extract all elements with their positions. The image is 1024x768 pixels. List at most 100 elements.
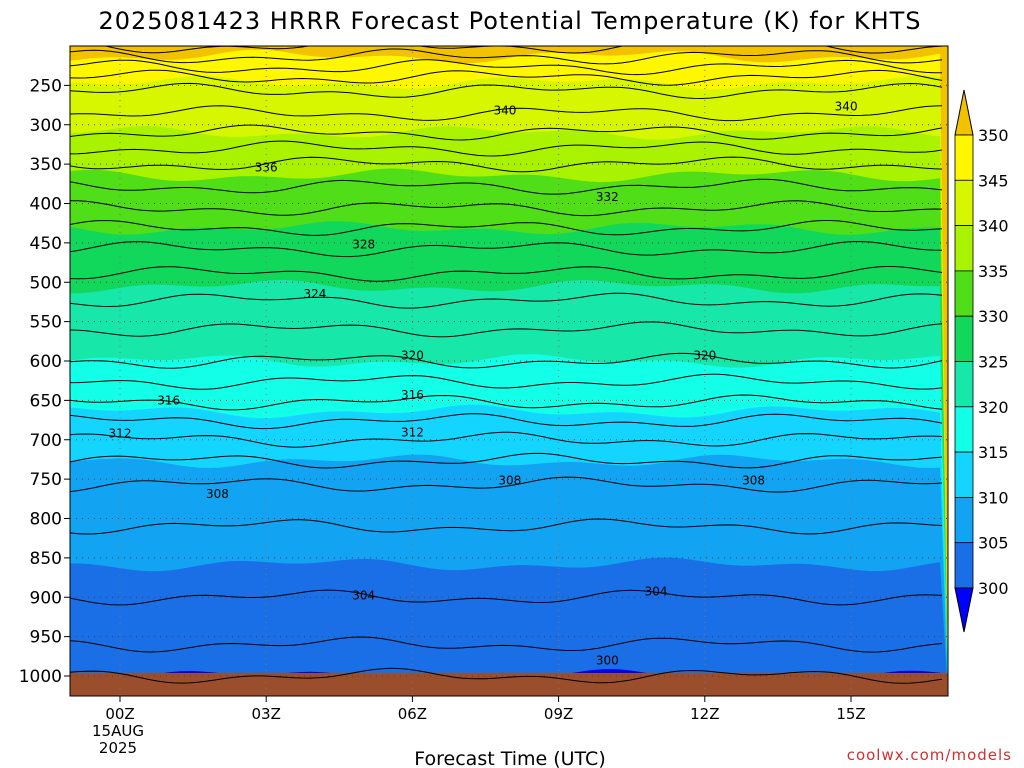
colorbar-swatch bbox=[954, 451, 974, 498]
y-tick-label: 300 bbox=[30, 116, 62, 136]
contour-line bbox=[70, 292, 943, 309]
colorbar-tick-label: 300 bbox=[978, 579, 1009, 598]
colorbar-swatch bbox=[954, 361, 974, 408]
contour-label: 304 bbox=[352, 589, 375, 603]
colorbar-swatch bbox=[954, 179, 974, 227]
contour-label: 320 bbox=[401, 348, 424, 362]
plot-frame bbox=[69, 45, 949, 697]
contour-line bbox=[70, 452, 943, 469]
colorbar-swatch bbox=[954, 406, 974, 453]
contour-line bbox=[70, 518, 943, 535]
y-tick-label: 750 bbox=[30, 470, 62, 490]
y-tick-label: 600 bbox=[30, 352, 62, 372]
colorbar-swatch bbox=[954, 315, 974, 362]
colorbar-tick-label: 315 bbox=[978, 443, 1009, 462]
contour-line bbox=[70, 178, 943, 195]
x-tick-label: 09Z bbox=[544, 705, 573, 723]
contour-line bbox=[70, 636, 943, 653]
colorbar: 350 345 340 335 330 325 320 315 310 305 300 bbox=[954, 89, 1009, 633]
contour-line bbox=[70, 476, 943, 493]
contour-line bbox=[70, 59, 942, 76]
colorbar-tick-label: 330 bbox=[978, 307, 1009, 326]
contour-label: 316 bbox=[401, 388, 424, 402]
contour-labels: 340 340 336 332 328 324 320 320 316 316 312 312 308 3… bbox=[109, 100, 858, 668]
ground-surface bbox=[70, 673, 948, 696]
contour-label: 320 bbox=[693, 348, 716, 362]
contour-line bbox=[70, 394, 943, 411]
colorbar-tick-label: 320 bbox=[978, 398, 1009, 417]
y-tick-label: 250 bbox=[30, 76, 62, 96]
colorbar-tick-label: 310 bbox=[978, 488, 1009, 507]
color-fill-bands bbox=[70, 46, 948, 696]
contour-line bbox=[70, 48, 943, 65]
contour-line bbox=[70, 219, 943, 236]
y-axis-ticks: 250 300 350 400 450 500 550 600 650 700 750 800 850 9… bbox=[19, 76, 70, 687]
colorbar-tick-label: 340 bbox=[978, 217, 1009, 236]
contour-label: 328 bbox=[352, 237, 375, 251]
contour-label: 300 bbox=[596, 653, 619, 667]
contour-line bbox=[70, 156, 943, 173]
contour-line bbox=[70, 352, 943, 369]
colorbar-tick-label: 350 bbox=[978, 126, 1009, 145]
credit-text: coolwx.com/models bbox=[847, 746, 1012, 764]
y-tick-label: 550 bbox=[30, 313, 62, 333]
contour-line bbox=[70, 69, 943, 86]
contour-line bbox=[70, 373, 943, 390]
x-tick-label: 12Z bbox=[690, 705, 719, 723]
colorbar-swatch bbox=[954, 134, 974, 181]
contour-line bbox=[70, 82, 943, 100]
chart-title: 2025081423 HRRR Forecast Potential Tempe… bbox=[98, 7, 921, 35]
contour-label: 312 bbox=[401, 426, 424, 440]
y-tick-label: 950 bbox=[30, 628, 62, 648]
colorbar-tick-label: 325 bbox=[978, 353, 1009, 372]
contour-line bbox=[70, 124, 943, 141]
contour-label: 312 bbox=[109, 426, 132, 440]
contour-line bbox=[70, 266, 943, 282]
colorbar-extend-top bbox=[954, 89, 974, 136]
contour-label: 336 bbox=[255, 160, 278, 174]
contour-label: 332 bbox=[596, 190, 619, 204]
y-tick-label: 400 bbox=[30, 195, 62, 215]
x-tick-sublabel: 15AUG bbox=[92, 722, 144, 740]
x-tick-label: 06Z bbox=[398, 705, 427, 723]
x-axis-label: Forecast Time (UTC) bbox=[414, 748, 605, 768]
x-tick-label: 15Z bbox=[836, 705, 865, 723]
y-tick-label: 450 bbox=[30, 234, 62, 254]
colorbar-tick-label: 345 bbox=[978, 171, 1009, 190]
contour-line bbox=[70, 321, 943, 338]
contour-label: 308 bbox=[206, 487, 229, 501]
x-tick-label: 03Z bbox=[252, 705, 281, 723]
contour-line bbox=[70, 240, 943, 258]
contour-lines bbox=[70, 46, 943, 684]
contour-line bbox=[70, 667, 943, 684]
y-tick-label: 1000 bbox=[19, 667, 62, 687]
contour-line bbox=[70, 140, 943, 157]
y-tick-label: 800 bbox=[30, 510, 62, 530]
contour-line bbox=[70, 105, 943, 122]
y-tick-label: 850 bbox=[30, 549, 62, 569]
contour-line bbox=[70, 589, 943, 606]
contour-label: 308 bbox=[742, 474, 765, 488]
contour-label: 304 bbox=[645, 585, 668, 599]
grid-lines bbox=[70, 46, 948, 696]
contour-label: 308 bbox=[498, 474, 521, 488]
colorbar-swatch bbox=[954, 270, 974, 317]
y-tick-label: 900 bbox=[30, 588, 62, 608]
contour-label: 340 bbox=[835, 100, 858, 114]
y-tick-label: 350 bbox=[30, 155, 62, 175]
y-tick-label: 700 bbox=[30, 431, 62, 451]
colorbar-tick-label: 305 bbox=[978, 534, 1009, 553]
colorbar-extend-bottom bbox=[954, 587, 974, 633]
x-tick-label: 00Z bbox=[105, 705, 134, 723]
y-tick-label: 650 bbox=[30, 391, 62, 411]
colorbar-swatch bbox=[954, 496, 974, 544]
contour-label: 340 bbox=[494, 104, 517, 118]
contour-label: 316 bbox=[157, 393, 180, 407]
x-tick-sublabel: 2025 bbox=[99, 739, 137, 757]
contour-line bbox=[70, 413, 943, 430]
contour-line bbox=[70, 431, 943, 448]
colorbar-tick-label: 335 bbox=[978, 262, 1009, 281]
band-fill bbox=[70, 557, 948, 696]
